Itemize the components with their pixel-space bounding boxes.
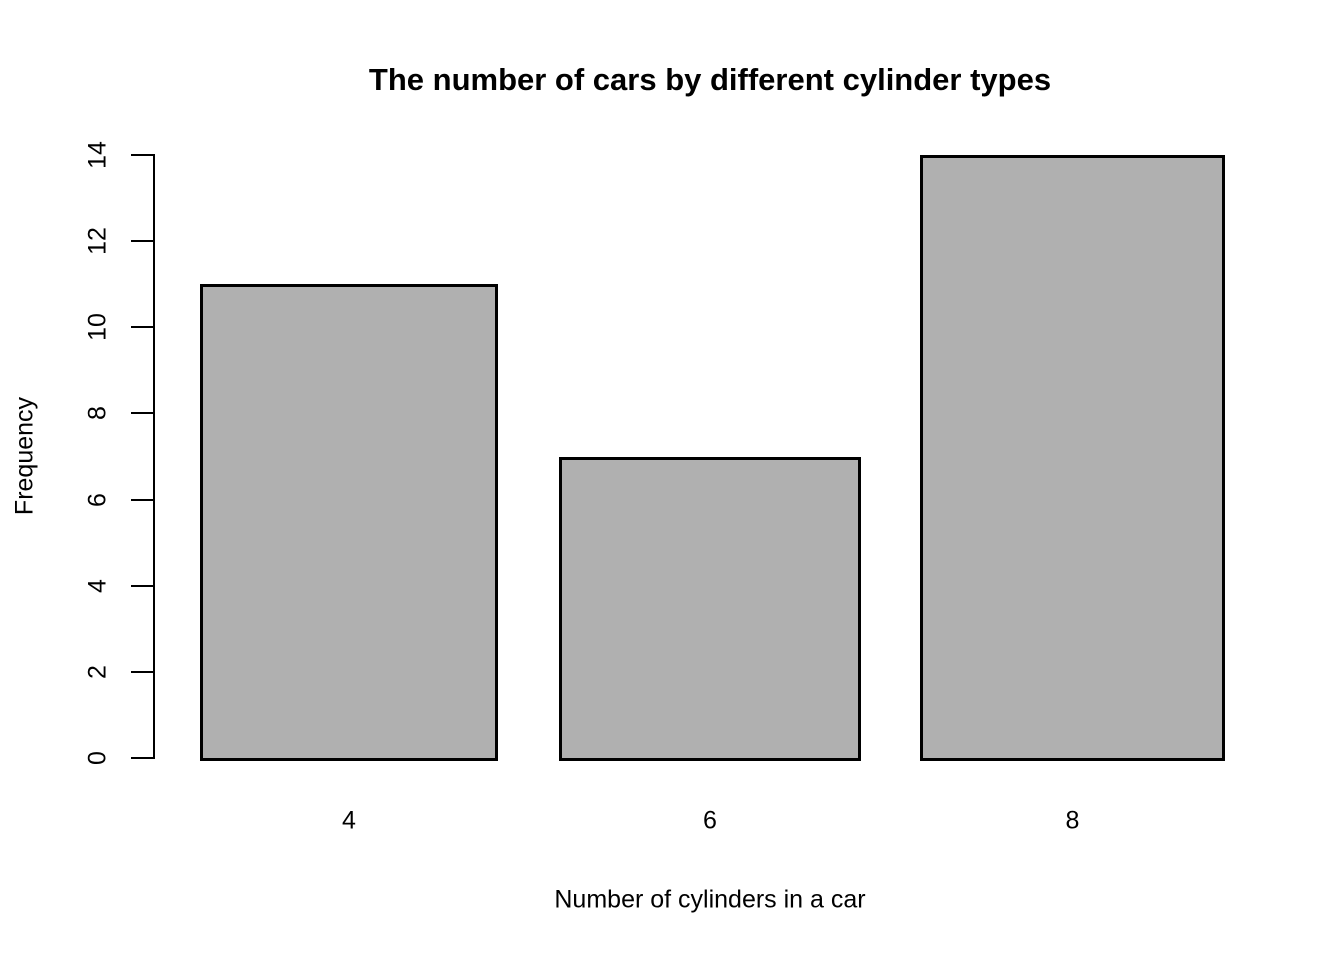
x-tick-label: 8 (1065, 806, 1080, 835)
y-tick-mark (131, 240, 153, 243)
y-tick-label: 12 (83, 227, 112, 256)
y-tick-label: 14 (83, 141, 112, 169)
y-tick-label: 8 (83, 406, 112, 421)
y-tick-mark (131, 757, 153, 759)
x-tick-label: 4 (342, 806, 356, 835)
y-tick-mark (131, 412, 153, 415)
y-axis-line (153, 154, 155, 759)
y-tick-mark (131, 584, 153, 587)
x-tick-label: 6 (703, 806, 717, 835)
chart-title: The number of cars by different cylinder… (368, 62, 1052, 97)
y-axis-label: Frequency (10, 396, 39, 516)
y-tick-label: 4 (83, 578, 112, 593)
bar (200, 284, 498, 761)
bar (559, 456, 861, 761)
bar (920, 155, 1225, 761)
x-axis-label: Number of cylinders in a car (554, 885, 866, 914)
y-tick-mark (131, 498, 153, 501)
y-tick-label: 0 (83, 751, 112, 765)
y-tick-mark (131, 154, 153, 156)
y-tick-label: 2 (83, 664, 112, 679)
y-tick-mark (131, 670, 153, 673)
y-tick-label: 10 (83, 313, 112, 342)
y-tick-mark (131, 326, 153, 329)
y-tick-label: 6 (83, 492, 112, 507)
